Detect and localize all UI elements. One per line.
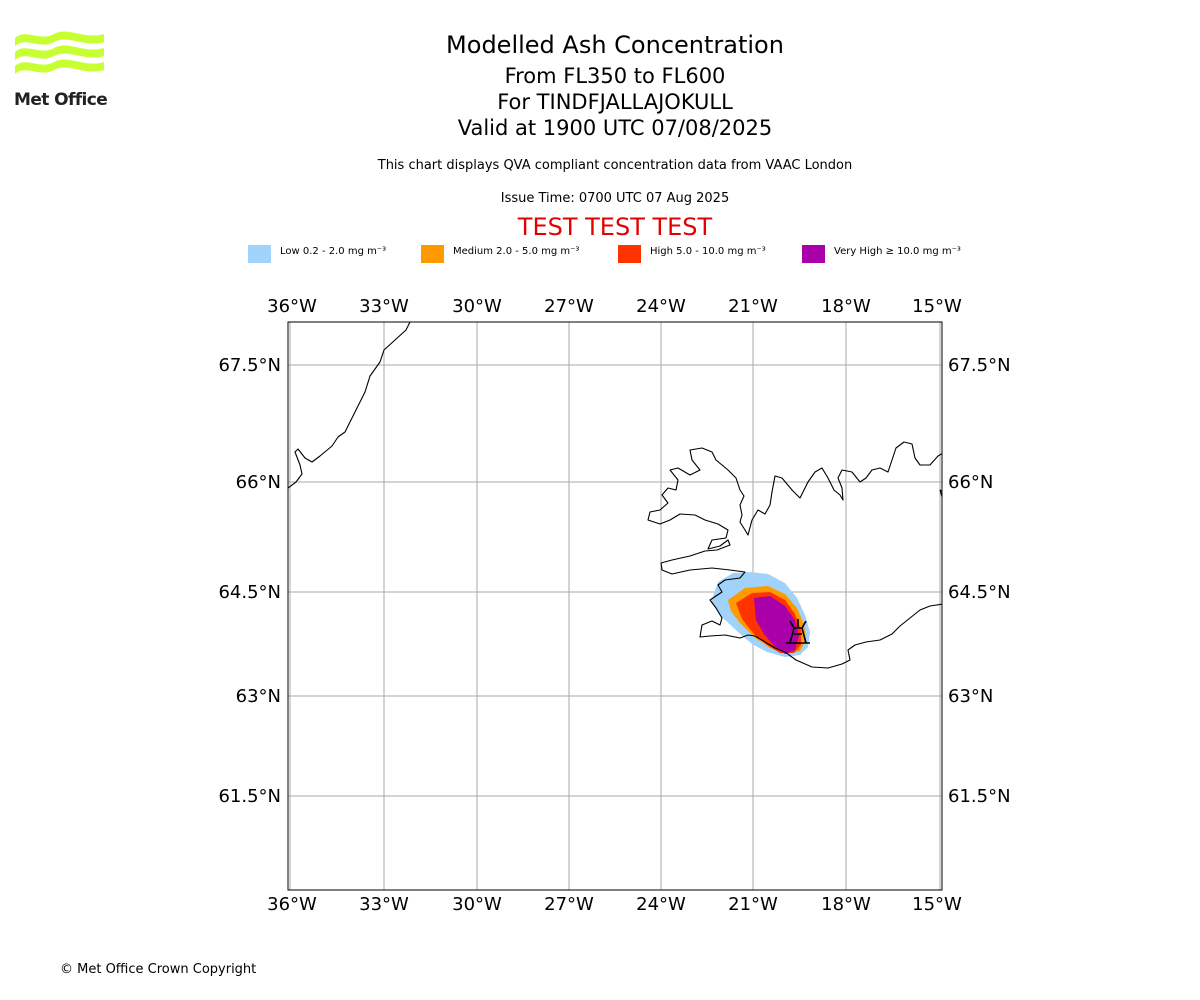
volcano-name: For TINDFJALLAJOKULL [497, 90, 733, 114]
tick-lon-bottom-36w: 36°W [267, 894, 317, 915]
legend-label-very-high: Very High ≥ 10.0 mg m⁻³ [834, 246, 961, 257]
tick-lon-bottom-15w: 15°W [912, 894, 962, 915]
legend-label-low: Low 0.2 - 2.0 mg m⁻³ [280, 246, 387, 257]
lon-ticks-top: 36°W 33°W 30°W 27°W 24°W 21°W 18°W 15°W [267, 296, 962, 317]
tick-lon-bottom-21w: 21°W [728, 894, 778, 915]
map-frame [287, 321, 943, 891]
tick-lon-bottom-33w: 33°W [359, 894, 409, 915]
tick-lon-top-21w: 21°W [728, 296, 778, 317]
lat-ticks-right: 67.5°N 66°N 64.5°N 63°N 61.5°N [948, 355, 1011, 807]
tick-lat-right-63n: 63°N [948, 686, 993, 707]
greenland-coastline [288, 322, 411, 489]
tick-lat-right-61-5n: 61.5°N [948, 786, 1011, 807]
test-banner: TEST TEST TEST [517, 213, 713, 241]
coastlines [288, 322, 942, 669]
chart-title: Modelled Ash Concentration [446, 31, 784, 59]
met-office-logo [15, 31, 104, 74]
tick-lat-left-61-5n: 61.5°N [218, 786, 281, 807]
valid-time: Valid at 1900 UTC 07/08/2025 [457, 116, 773, 140]
tick-lat-left-63n: 63°N [236, 686, 281, 707]
copyright-notice: © Met Office Crown Copyright [60, 962, 257, 977]
tick-lat-right-67-5n: 67.5°N [948, 355, 1011, 376]
tick-lon-bottom-18w: 18°W [821, 894, 871, 915]
tick-lon-top-30w: 30°W [452, 296, 502, 317]
legend-label-medium: Medium 2.0 - 5.0 mg m⁻³ [453, 246, 580, 257]
flight-level-range: From FL350 to FL600 [504, 64, 726, 88]
legend-swatch-low [248, 245, 271, 263]
legend-label-high: High 5.0 - 10.0 mg m⁻³ [650, 246, 766, 257]
chart-description: This chart displays QVA compliant concen… [377, 158, 853, 173]
lat-ticks-left: 67.5°N 66°N 64.5°N 63°N 61.5°N [218, 355, 281, 807]
lon-ticks-bottom: 36°W 33°W 30°W 27°W 24°W 21°W 18°W 15°W [267, 894, 962, 915]
tick-lon-bottom-30w: 30°W [452, 894, 502, 915]
legend-swatch-very-high [802, 245, 825, 263]
issue-time: Issue Time: 0700 UTC 07 Aug 2025 [500, 191, 730, 206]
iceland-coastline [647, 441, 942, 669]
tick-lon-top-33w: 33°W [359, 296, 409, 317]
ash-very-high-area [754, 596, 799, 654]
tick-lon-top-18w: 18°W [821, 296, 871, 317]
tick-lon-top-24w: 24°W [636, 296, 686, 317]
tick-lon-bottom-24w: 24°W [636, 894, 686, 915]
legend-swatch-high [618, 245, 641, 263]
tick-lat-left-64-5n: 64.5°N [218, 582, 281, 603]
tick-lon-top-15w: 15°W [912, 296, 962, 317]
tick-lat-left-67-5n: 67.5°N [218, 355, 281, 376]
tick-lat-right-64-5n: 64.5°N [948, 582, 1011, 603]
tick-lon-top-36w: 36°W [267, 296, 317, 317]
met-office-logo-text: Met Office [14, 90, 108, 110]
tick-lon-top-27w: 27°W [544, 296, 594, 317]
legend-swatch-medium [421, 245, 444, 263]
volcano-icon [786, 619, 810, 644]
gridlines [288, 322, 942, 890]
tick-lat-left-66n: 66°N [236, 472, 281, 493]
tick-lat-right-66n: 66°N [948, 472, 993, 493]
tick-lon-bottom-27w: 27°W [544, 894, 594, 915]
